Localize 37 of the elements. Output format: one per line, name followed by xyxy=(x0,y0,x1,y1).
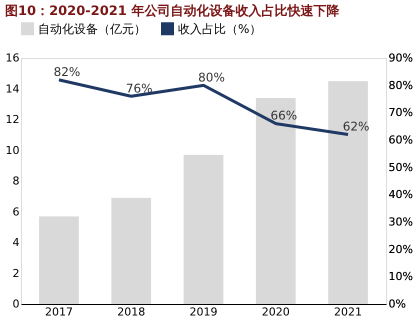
legend-label: 自动化设备（亿元） xyxy=(38,22,146,36)
y2-tick-label: 10% xyxy=(388,270,413,284)
y2-tick-label: 0% xyxy=(388,298,406,310)
data-label: 62% xyxy=(342,120,370,134)
chart-title: 图10：2020-2021 年公司自动化设备收入占比快速下降 xyxy=(5,3,340,19)
bar xyxy=(39,216,79,304)
x-tick-label: 2017 xyxy=(44,306,73,318)
x-tick-label: 2019 xyxy=(190,306,218,318)
y2-tick-label: 20% xyxy=(388,242,413,256)
data-label: 80% xyxy=(198,70,225,84)
y-tick-label: 10 xyxy=(6,144,20,157)
y2-tick-label: 70% xyxy=(388,106,413,120)
y-tick-label: 4 xyxy=(12,236,20,249)
data-label: 66% xyxy=(270,108,298,123)
data-label: 76% xyxy=(126,81,153,96)
y-tick-label: 8 xyxy=(12,174,20,188)
y2-tick-label: 80% xyxy=(388,78,413,92)
bar xyxy=(256,98,296,304)
y-tick-label: 14 xyxy=(6,82,20,96)
y2-tick-label: 40% xyxy=(388,188,413,202)
y2-tick-label: 90% xyxy=(388,52,413,64)
y-tick-label: 12 xyxy=(6,113,20,126)
x-tick-label: 2020 xyxy=(262,306,290,318)
y-tick-label: 16 xyxy=(6,52,20,64)
x-tick-label: 2021 xyxy=(334,306,362,318)
legend-label: 收入占比（%） xyxy=(178,22,262,36)
data-label: 82% xyxy=(54,64,80,79)
y2-tick-label: 60% xyxy=(388,134,413,146)
y-tick-label: 2 xyxy=(12,266,20,280)
bar xyxy=(111,198,152,304)
x-tick-label: 2018 xyxy=(117,306,146,318)
y2-tick-label: 50% xyxy=(388,160,413,174)
y2-tick-label: 30% xyxy=(388,216,413,228)
y-tick-label: 6 xyxy=(12,205,20,218)
bar xyxy=(328,81,368,304)
bar xyxy=(184,154,224,304)
y-tick-label: 0 xyxy=(12,298,20,310)
